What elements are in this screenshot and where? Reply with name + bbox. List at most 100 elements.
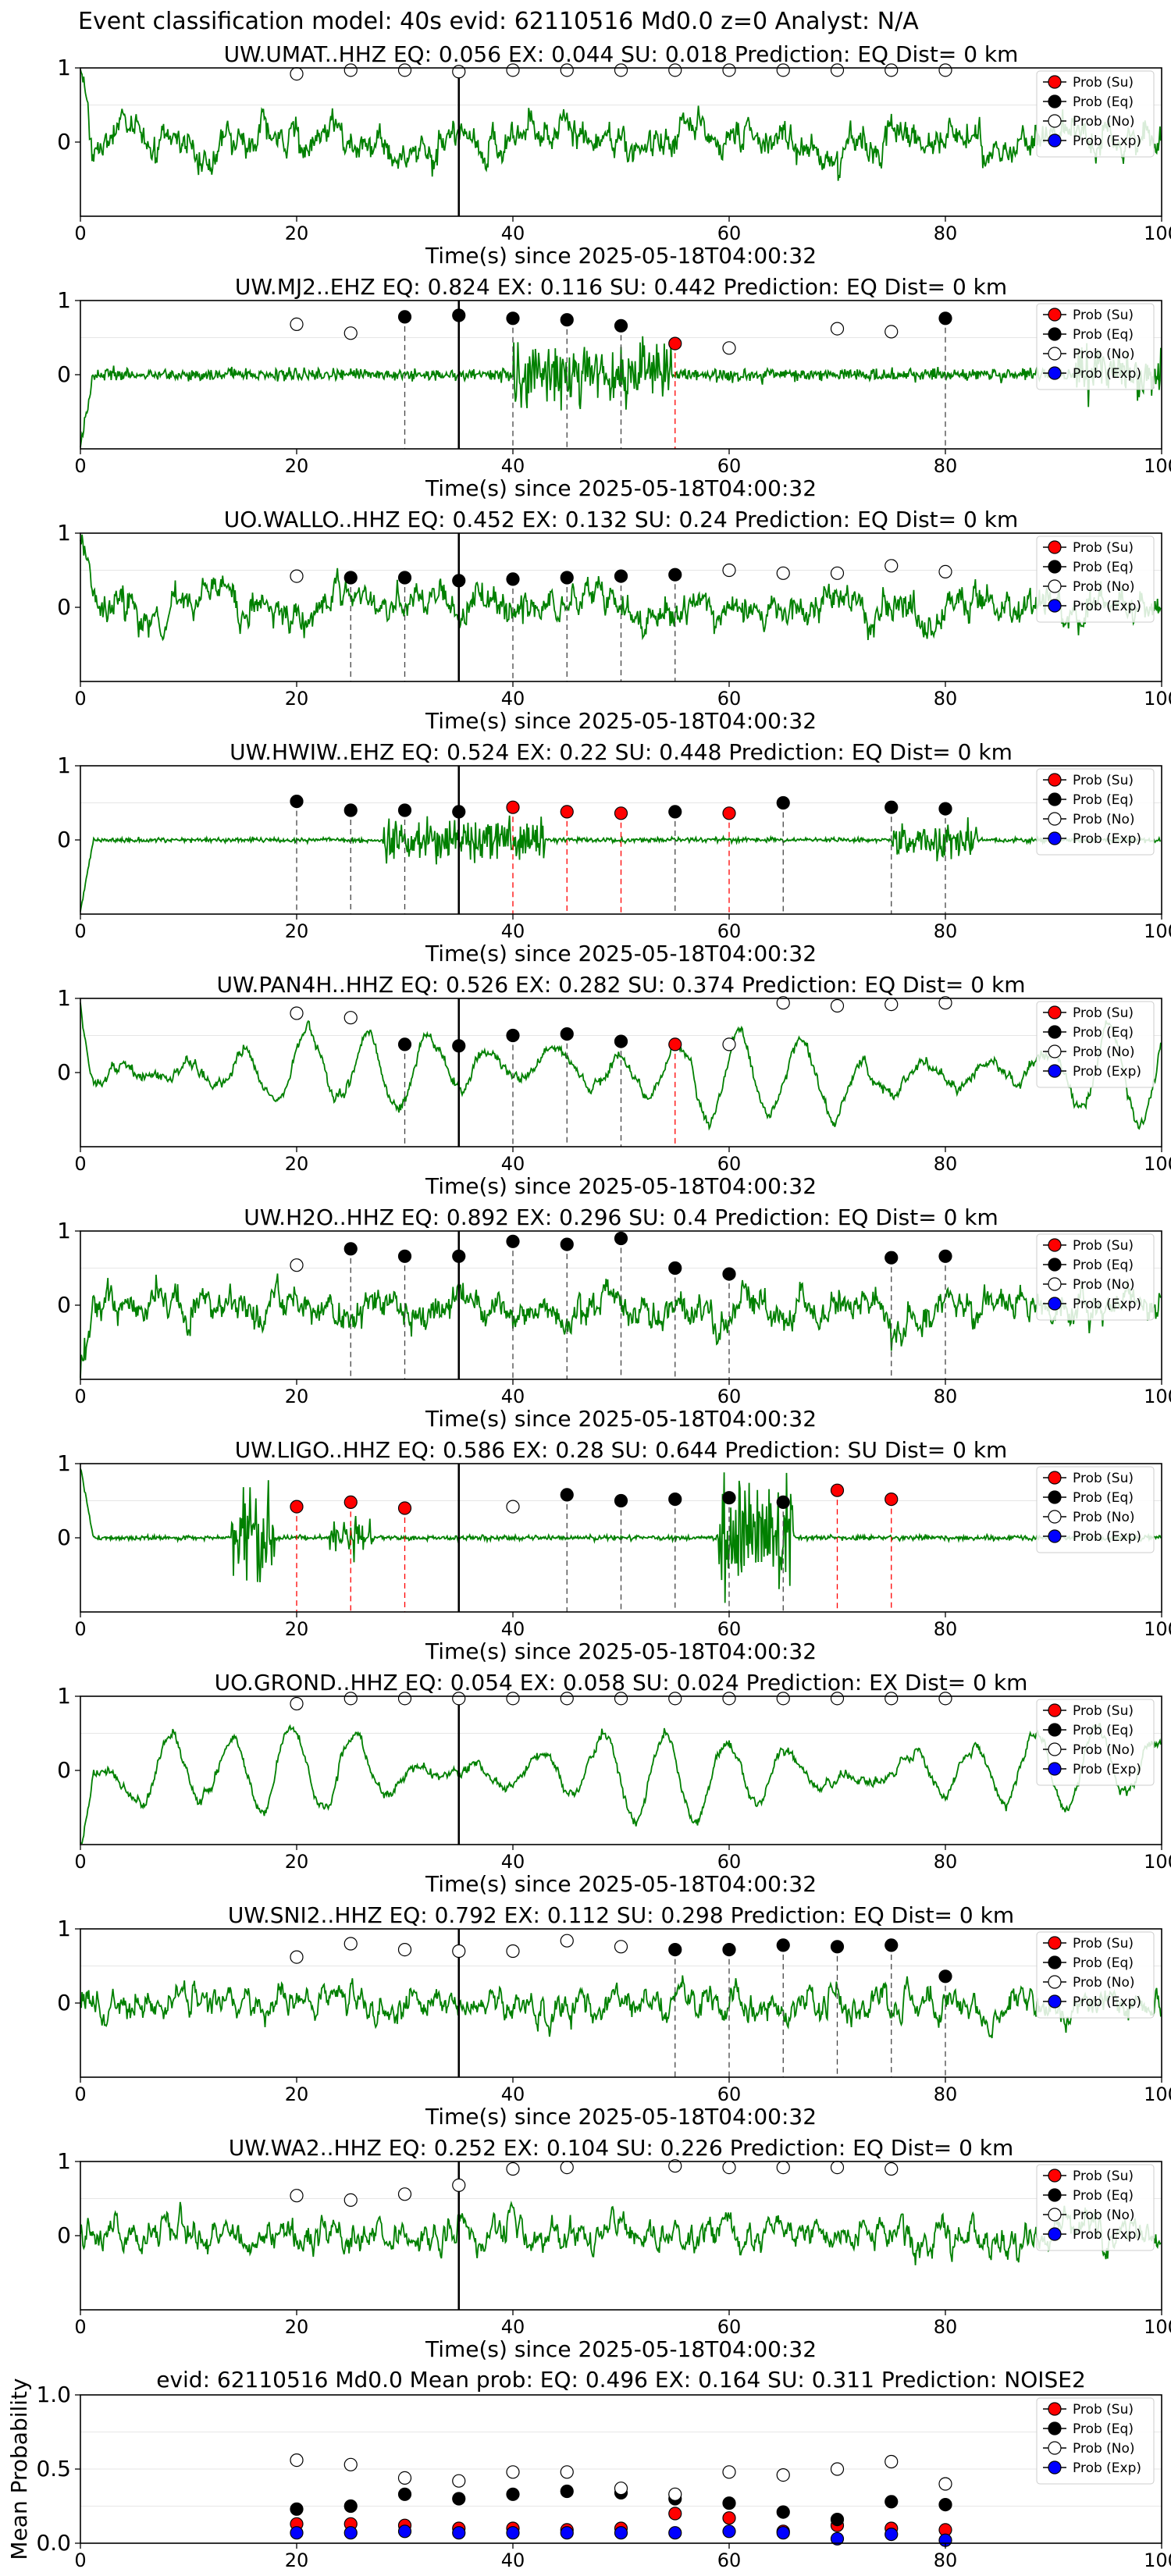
legend-marker-no [1048, 2208, 1062, 2222]
waveform-trace [80, 1002, 1162, 1131]
prob-marker-eq [668, 568, 682, 582]
prob-marker-no [397, 63, 412, 77]
legend-label-no: Prob (No) [1073, 579, 1135, 595]
prob-marker-no [343, 326, 358, 340]
panel-title: evid: 62110516 Md0.0 Mean prob: EQ: 0.49… [156, 2367, 1086, 2393]
x-axis-label: Time(s) since 2025-05-18T04:00:32 [425, 708, 817, 734]
mean-prob-marker-eq [776, 2505, 790, 2519]
prob-marker-no [452, 1944, 466, 1959]
prob-marker-su [722, 806, 736, 820]
station-panel-10: 0 20 40 60 80 100 0 1 UW.WA2..HHZ EQ: 0.252 EX: … [57, 2135, 1171, 2362]
mean-prob-marker-no [343, 2457, 358, 2471]
prob-marker-eq [397, 803, 412, 817]
x-tick-label: 40 [501, 920, 525, 942]
legend-label-exp: Prob (Exp) [1073, 2227, 1141, 2243]
x-tick-label: 80 [934, 222, 958, 244]
x-axis-label: Time(s) since 2025-05-18T04:00:32 [425, 475, 817, 501]
prob-marker-no [830, 63, 845, 77]
panel-title: UW.PAN4H..HHZ EQ: 0.526 EX: 0.282 SU: 0.… [216, 972, 1025, 998]
prob-marker-eq [668, 1261, 682, 1276]
prob-marker-eq [452, 1249, 466, 1263]
prob-marker-no [884, 997, 899, 1012]
mean-prob-marker-eq [343, 2499, 358, 2514]
prob-marker-no [506, 63, 520, 77]
legend-label-no: Prob (No) [1073, 1044, 1135, 1060]
legend-label-su: Prob (Su) [1073, 1238, 1134, 1254]
legend-label-no: Prob (No) [1073, 1975, 1135, 1991]
mean-probability-panel: 0 20 40 60 80 100 0.0 0.5 1.0 evid: 62110516 Md0.… [6, 2367, 1171, 2571]
x-tick-label: 0 [74, 1851, 86, 1873]
x-tick-label: 60 [717, 455, 742, 477]
x-tick-label: 40 [501, 2083, 525, 2105]
x-tick-label: 40 [501, 1386, 525, 1407]
y-tick-label: 0 [57, 1990, 71, 2016]
x-tick-label: 0 [74, 688, 86, 710]
x-tick-label: 60 [717, 2083, 742, 2105]
prob-marker-no [560, 63, 574, 77]
legend-marker-su [1048, 1238, 1062, 1252]
y-tick-label: 0 [57, 1292, 71, 1318]
prob-marker-no [830, 2161, 845, 2175]
panel-title: UW.SNI2..HHZ EQ: 0.792 EX: 0.112 SU: 0.2… [228, 1902, 1014, 1928]
prob-marker-no [830, 566, 845, 580]
legend-label-no: Prob (No) [1073, 812, 1135, 827]
prob-marker-su [560, 805, 574, 819]
y-tick-label: 1 [57, 1450, 71, 1476]
legend: Prob (Su) Prob (Eq) Prob (No) Prob (Exp) [1036, 535, 1155, 623]
mean-prob-marker-exp [452, 2526, 466, 2540]
prob-marker-no [722, 63, 736, 77]
legend-label-eq: Prob (Eq) [1073, 1490, 1134, 1506]
mean-prob-marker-no [290, 2453, 304, 2467]
legend-frame [1036, 1233, 1155, 1321]
prob-marker-no [722, 2161, 736, 2175]
prob-marker-no [776, 2161, 790, 2175]
waveform-trace [80, 1468, 1162, 1603]
legend-marker-eq [1048, 327, 1062, 341]
prob-marker-eq [397, 1249, 412, 1263]
mean-prob-marker-su [668, 2507, 682, 2521]
legend-marker-eq [1048, 1490, 1062, 1504]
x-tick-label: 20 [285, 2316, 309, 2338]
mean-prob-marker-eq [506, 2487, 520, 2501]
y-tick-label: 0 [57, 1059, 71, 1085]
x-tick-label: 20 [285, 1618, 309, 1640]
legend-marker-su [1048, 540, 1062, 554]
axes-frame [80, 1695, 1162, 1845]
legend-marker-su [1048, 1471, 1062, 1485]
x-tick-label: 20 [285, 1851, 309, 1873]
legend-marker-su [1048, 1936, 1062, 1950]
x-tick-label: 60 [717, 222, 742, 244]
prob-marker-eq [884, 1251, 899, 1265]
prob-marker-eq [614, 1034, 628, 1048]
mean-prob-marker-no [452, 2474, 466, 2488]
y-tick-label: 1 [57, 1683, 71, 1709]
legend-marker-su [1048, 75, 1062, 89]
prob-marker-eq [343, 803, 358, 817]
x-tick-label: 40 [501, 1851, 525, 1873]
x-tick-label: 40 [501, 1153, 525, 1175]
y-tick-label: 0 [57, 1757, 71, 1783]
x-tick-label: 20 [285, 455, 309, 477]
prob-marker-no [397, 1692, 412, 1706]
prob-marker-eq [452, 574, 466, 588]
prob-marker-no [343, 2193, 358, 2207]
mean-prob-marker-no [397, 2471, 412, 2485]
x-axis-label: Time(s) since 2025-05-18T04:00:32 [425, 1871, 817, 1897]
y-tick-label: 0.0 [36, 2530, 71, 2556]
prob-marker-no [343, 1937, 358, 1951]
legend-frame [1036, 70, 1155, 158]
mean-prob-marker-eq [830, 2513, 845, 2527]
x-tick-label: 20 [285, 1386, 309, 1407]
legend-label-eq: Prob (Eq) [1073, 1723, 1134, 1738]
x-tick-label: 40 [501, 222, 525, 244]
legend-marker-exp [1048, 133, 1062, 148]
y-tick-label: 0 [57, 361, 71, 387]
legend-marker-eq [1048, 94, 1062, 109]
prob-marker-no [722, 1692, 736, 1706]
prob-marker-no [290, 317, 304, 331]
mean-prob-marker-exp [560, 2526, 574, 2540]
legend-marker-eq [1048, 1025, 1062, 1039]
prob-marker-eq [830, 1940, 845, 1954]
prob-marker-no [290, 1950, 304, 1964]
mean-prob-marker-exp [397, 2524, 412, 2539]
